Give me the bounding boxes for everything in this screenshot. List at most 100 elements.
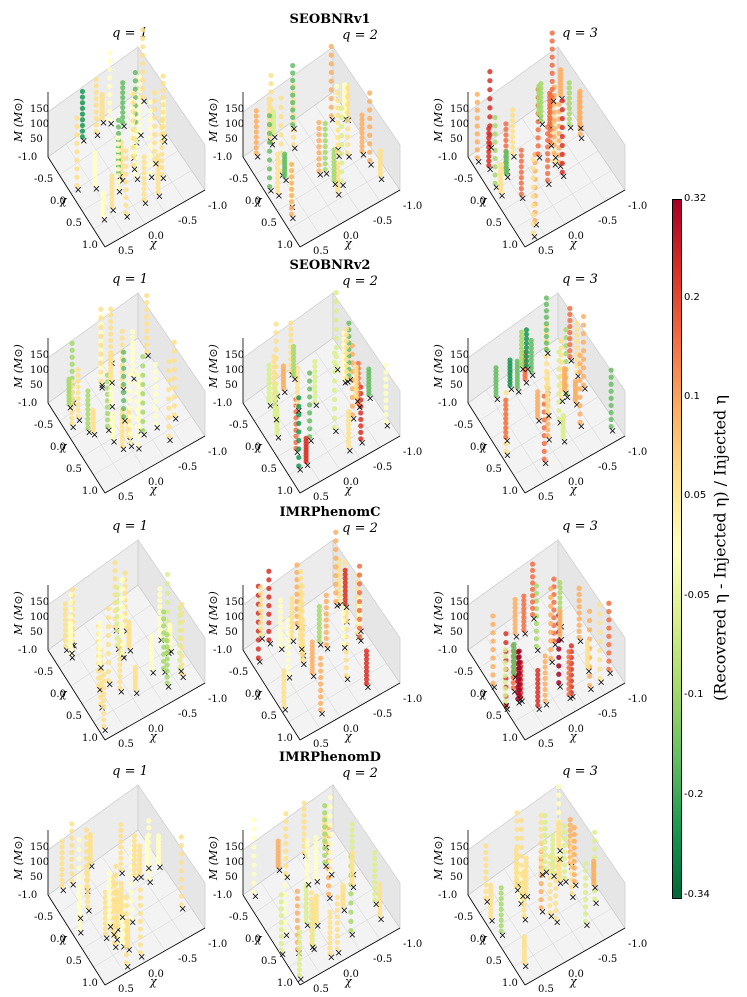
data-point: [120, 641, 126, 648]
data-point: [349, 853, 355, 860]
data-point: [343, 344, 350, 350]
data-point: [559, 124, 565, 131]
data-point: [266, 628, 272, 635]
data-point: [542, 659, 548, 665]
data-point: [127, 422, 133, 428]
data-point: [566, 85, 572, 91]
data-point: [510, 674, 516, 680]
data-point: [74, 115, 80, 121]
chi-tick-label-bottom: 0.5: [118, 739, 134, 750]
injection-marker: ×: [138, 952, 146, 963]
data-point: [327, 919, 333, 925]
injection-marker: ×: [66, 403, 74, 414]
data-point: [120, 365, 127, 371]
data-point: [123, 148, 129, 154]
data-point: [568, 643, 574, 649]
data-point: [474, 139, 480, 145]
data-point: [606, 658, 612, 664]
chi-tick-label-left: -0.5: [34, 420, 53, 431]
chi-tick-label-left: 1.0: [502, 733, 518, 744]
data-point: [301, 825, 307, 831]
data-point: [171, 412, 177, 418]
injection-marker: ×: [556, 855, 564, 866]
data-point: [85, 406, 91, 413]
data-point: [372, 891, 378, 897]
data-point: [349, 857, 355, 863]
data-point: [84, 883, 91, 889]
data-point: [567, 323, 573, 330]
z-axis-label: M (M⊙): [207, 344, 220, 389]
injection-marker: ×: [274, 433, 282, 444]
data-point: [76, 893, 82, 899]
injection-marker: ×: [179, 673, 187, 684]
data-point: [297, 621, 303, 627]
data-point: [147, 117, 153, 123]
data-point: [136, 101, 143, 107]
data-point: [597, 675, 603, 681]
injection-marker: ×: [548, 657, 556, 668]
chi-axis-label-left: χ: [59, 932, 68, 945]
injection-marker: ×: [511, 673, 519, 684]
chi-axis-label-bottom: χ: [569, 730, 578, 743]
data-point: [166, 405, 172, 411]
data-point: [258, 608, 264, 614]
data-point: [253, 124, 259, 130]
data-point: [556, 792, 562, 798]
data-point: [327, 831, 333, 837]
injection-marker: ×: [577, 422, 585, 433]
data-point: [272, 397, 278, 403]
injection-marker: ×: [550, 871, 558, 882]
data-point: [69, 863, 75, 870]
data-column: [580, 313, 587, 388]
data-point: [109, 177, 115, 183]
injection-marker: ×: [313, 921, 321, 932]
data-point: [523, 358, 530, 364]
data-point: [331, 158, 337, 164]
data-point: [503, 420, 509, 426]
data-point: [307, 386, 313, 392]
data-point: [544, 390, 551, 396]
data-point: [149, 633, 155, 639]
data-point: [556, 637, 562, 644]
data-point: [298, 575, 304, 581]
data-point: [516, 659, 522, 665]
data-point: [285, 671, 291, 677]
injection-marker: ×: [275, 865, 283, 876]
data-point: [342, 567, 348, 573]
data-column: [313, 834, 319, 881]
data-point: [123, 894, 129, 901]
grid-line: [278, 130, 341, 225]
data-point: [282, 151, 288, 157]
injection-marker: ×: [289, 636, 297, 647]
injection-marker: ×: [153, 423, 161, 434]
chi-tick-label-bottom: -1.0: [628, 694, 647, 705]
data-point: [117, 673, 123, 679]
data-point: [528, 357, 534, 363]
data-point: [118, 822, 124, 828]
data-point: [331, 162, 337, 168]
data-point: [557, 600, 563, 606]
data-point: [576, 610, 582, 616]
data-point: [297, 642, 303, 648]
data-point: [134, 433, 141, 439]
data-column: [84, 862, 91, 910]
data-point: [102, 894, 108, 901]
injection-marker: ×: [558, 396, 566, 407]
axis-line: [299, 927, 401, 986]
data-point: [157, 609, 163, 616]
data-point: [334, 901, 340, 907]
data-point: [136, 81, 143, 87]
data-point: [159, 138, 165, 144]
data-point: [307, 410, 313, 416]
data-point: [120, 119, 126, 125]
data-point: [345, 422, 352, 428]
data-point: [548, 655, 554, 661]
data-column: [100, 190, 106, 219]
data-point: [566, 681, 572, 687]
injection-marker: ×: [541, 458, 549, 469]
data-point: [340, 882, 346, 888]
data-point: [551, 158, 557, 164]
z-tick-label: 150: [30, 597, 49, 608]
data-column: [164, 632, 170, 686]
data-point: [74, 183, 80, 189]
